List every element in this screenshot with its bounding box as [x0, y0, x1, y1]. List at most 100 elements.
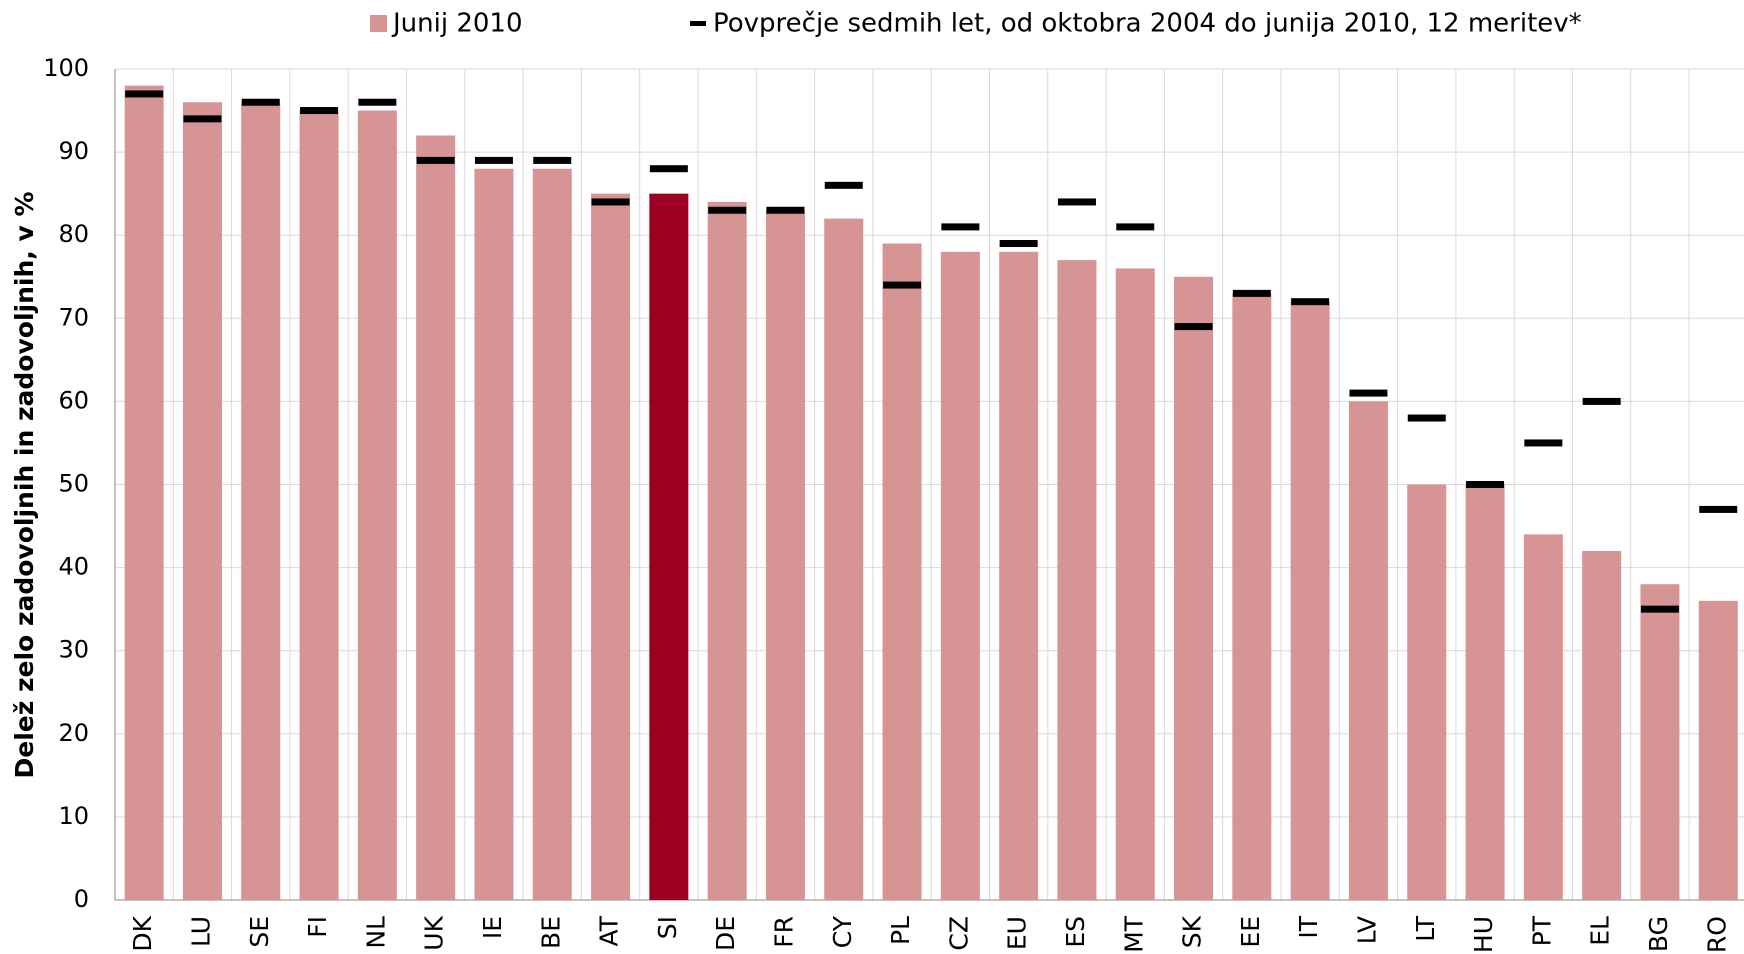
y-tick-label: 40 [58, 553, 89, 581]
bar [1407, 484, 1447, 900]
x-tick-label: EU [1003, 916, 1032, 950]
average-marker [300, 107, 339, 115]
average-marker [1582, 397, 1621, 405]
x-tick-label: SI [653, 916, 682, 939]
x-tick-label: CZ [944, 916, 973, 951]
bar [1465, 484, 1505, 900]
x-tick-label: RO [1702, 916, 1731, 953]
y-tick-label: 30 [58, 636, 89, 664]
x-tick-label: FR [769, 916, 798, 948]
x-tick-label: BE [536, 916, 565, 949]
x-tick-label: FI [303, 916, 332, 938]
average-marker [883, 281, 922, 289]
bar [1174, 276, 1214, 900]
bar [474, 168, 514, 901]
bar [707, 201, 747, 900]
average-marker [358, 98, 397, 106]
average-marker [241, 98, 280, 106]
average-marker [1174, 323, 1213, 331]
bar [357, 110, 397, 901]
bar [1115, 268, 1155, 900]
average-marker [1291, 298, 1330, 306]
average-marker [533, 156, 572, 164]
bar [532, 168, 572, 901]
x-tick-label: CY [828, 915, 857, 948]
bar [299, 110, 339, 901]
bar [940, 251, 980, 900]
legend-label: Junij 2010 [391, 9, 523, 39]
bar [824, 218, 864, 900]
x-tick-label: DE [711, 916, 740, 951]
x-tick-label: MT [1119, 915, 1148, 953]
bar [416, 135, 456, 901]
average-marker [474, 156, 513, 164]
x-tick-label: DK [128, 915, 157, 951]
bar [765, 210, 805, 900]
y-tick-label: 10 [58, 802, 89, 830]
bar [1348, 401, 1388, 900]
average-marker [1232, 289, 1271, 297]
average-marker [1699, 505, 1738, 513]
average-marker [766, 206, 805, 214]
average-marker [1349, 389, 1388, 397]
x-tick-label: LT [1411, 915, 1440, 941]
y-tick-label: 0 [74, 885, 89, 913]
x-tick-label: BG [1644, 916, 1673, 952]
average-marker [1116, 223, 1155, 231]
x-tick-label: NL [361, 916, 390, 949]
average-marker [183, 115, 222, 123]
x-tick-label: LU [186, 916, 215, 947]
legend-label: Povprečje sedmih let, od oktobra 2004 do… [713, 9, 1582, 39]
average-marker [1057, 198, 1096, 206]
average-marker [708, 206, 747, 214]
average-marker [125, 90, 164, 98]
bar [1582, 550, 1622, 900]
average-marker [999, 240, 1038, 248]
average-marker [1524, 439, 1563, 447]
y-tick-label: 70 [58, 303, 89, 331]
x-tick-label: LV [1352, 916, 1381, 944]
bar [1640, 584, 1680, 900]
bar [1232, 293, 1272, 900]
y-tick-label: 80 [58, 220, 89, 248]
x-tick-label: ES [1061, 916, 1090, 948]
average-marker [591, 198, 630, 206]
x-tick-label: SK [1178, 915, 1207, 948]
average-marker [1466, 481, 1505, 488]
x-tick-label: HU [1469, 916, 1498, 953]
bar [1698, 600, 1738, 900]
legend-swatch [690, 21, 706, 26]
x-tick-label: EE [1236, 916, 1265, 948]
bar [182, 102, 222, 901]
x-tick-label: IT [1294, 915, 1323, 938]
x-tick-label: UK [420, 915, 449, 950]
average-marker [941, 223, 980, 231]
x-tick-label: PT [1527, 915, 1556, 946]
bar [241, 102, 281, 901]
bar [649, 193, 689, 900]
legend-swatch [370, 15, 387, 32]
y-tick-label: 60 [58, 386, 89, 414]
x-tick-label: SE [245, 916, 274, 948]
bar [999, 251, 1039, 900]
y-tick-label: 100 [43, 54, 89, 82]
x-tick-label: IE [478, 916, 507, 939]
bar [1523, 534, 1563, 900]
y-axis-title: Delež zelo zadovoljnih in zadovoljnih, v… [10, 192, 39, 779]
bar [591, 193, 631, 900]
x-tick-label: PL [886, 916, 915, 945]
average-marker [649, 165, 688, 173]
average-marker [1407, 414, 1446, 422]
average-marker [1640, 605, 1679, 613]
bar [1057, 260, 1097, 900]
average-marker [416, 156, 455, 164]
x-tick-label: AT [595, 915, 624, 946]
y-tick-label: 20 [58, 719, 89, 747]
bar [124, 85, 164, 901]
average-marker [824, 181, 863, 189]
x-tick-label: EL [1586, 916, 1615, 946]
y-tick-label: 50 [58, 470, 89, 498]
bar [1290, 301, 1330, 900]
y-tick-label: 90 [58, 137, 89, 165]
